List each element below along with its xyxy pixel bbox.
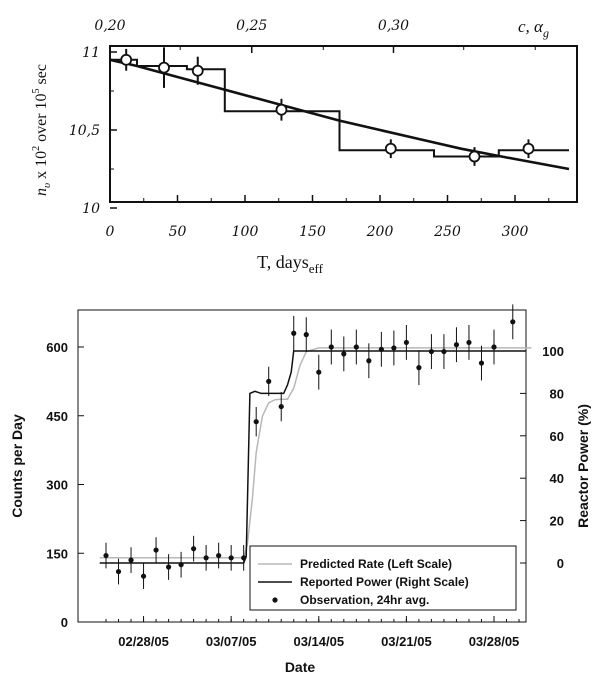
bottom-y2-tick-label: 0 <box>557 556 564 571</box>
bottom-x-tick-label: 03/28/05 <box>469 634 520 649</box>
observation-point <box>303 332 309 338</box>
predicted-rate-series <box>99 347 532 559</box>
observation-point <box>153 547 159 553</box>
top-x-tick-label: 300 <box>502 224 529 240</box>
bottom-y-tick-label: 600 <box>46 340 68 355</box>
observation-point <box>510 319 516 325</box>
top-secondary-tick-label: 0,30 <box>378 18 409 34</box>
legend-box <box>249 545 517 611</box>
top-data-point <box>275 103 288 116</box>
observation-point <box>191 546 197 552</box>
bottom-x-tick-label: 02/28/05 <box>118 634 169 649</box>
observation-point <box>128 557 134 563</box>
observation-point <box>115 568 122 575</box>
bottom-y-tick-label: 150 <box>46 546 68 561</box>
observation-point <box>491 344 497 350</box>
bottom-chart: 02/28/05 03/07/05 03/14/05 03/21/05 03/28/05… <box>9 304 591 675</box>
observation-point <box>341 351 347 357</box>
reported-power-series <box>99 350 526 564</box>
top-data-point <box>522 142 535 155</box>
top-data-point <box>158 61 170 74</box>
top-y-tick-label: 11 <box>82 45 100 61</box>
bottom-y2-tick-label: 80 <box>550 386 564 401</box>
top-y-axis-label: nυ x 102 over 105 sec <box>31 64 53 196</box>
top-y-tick-label: 10 <box>82 201 100 217</box>
bottom-y2-tick-label: 40 <box>550 471 564 486</box>
observation-point <box>328 344 334 350</box>
observation-point <box>253 419 259 425</box>
observation-point <box>416 365 422 371</box>
observation-point <box>178 562 184 568</box>
observation-point <box>165 564 172 570</box>
observation-point <box>241 555 247 561</box>
bottom-y-axis-label: Counts per Day <box>9 414 25 518</box>
observation-point <box>366 358 372 364</box>
top-x-tick-label: 100 <box>232 224 259 240</box>
legend-label-predicted: Predicted Rate (Left Scale) <box>300 557 452 571</box>
legend-label-power: Reported Power (Right Scale) <box>300 575 469 589</box>
bottom-y-tick-label: 450 <box>46 409 68 424</box>
observation-point <box>103 552 109 559</box>
reported-power-line <box>99 350 526 564</box>
observation-point <box>391 345 397 351</box>
observation-point <box>378 346 384 352</box>
top-secondary-tick-label: 0,20 <box>94 18 125 34</box>
bottom-plot-frame <box>77 309 527 623</box>
fit-curve-line <box>109 58 570 171</box>
observation-point <box>266 378 272 384</box>
top-data-point <box>384 142 397 155</box>
observation-point <box>453 342 460 348</box>
top-x-tick-label: 200 <box>366 224 394 240</box>
top-x-tick-label: 250 <box>433 224 461 240</box>
bottom-y-tick-label: 0 <box>61 615 68 630</box>
observation-point <box>140 573 147 579</box>
observation-point <box>466 339 472 346</box>
top-chart-ticks: 0 50 100 150 200 250 300 10 10,5 11 0,20 0,25 0,30 <box>69 18 550 240</box>
bottom-y2-axis-label: Reactor Power (%) <box>575 404 591 528</box>
bottom-y2-tick-label: 100 <box>542 344 564 359</box>
bottom-x-axis-label: Date <box>285 659 316 675</box>
legend-label-observation: Observation, 24hr avg. <box>300 593 429 607</box>
legend-swatch-observation <box>272 597 278 603</box>
top-x-tick-label: 0 <box>106 224 115 240</box>
observation-point <box>203 555 209 561</box>
top-x-tick-label: 150 <box>299 224 326 240</box>
bottom-y2-tick-label: 60 <box>550 429 564 444</box>
observation-point <box>228 555 234 561</box>
observation-point <box>316 369 322 375</box>
observation-point <box>478 360 485 366</box>
top-data-point <box>120 53 133 66</box>
top-step-series <box>110 58 569 158</box>
top-data-points <box>120 47 535 166</box>
observation-point <box>441 348 447 355</box>
observation-point <box>428 348 435 355</box>
bottom-chart-ticks: 02/28/05 03/07/05 03/14/05 03/21/05 03/28/05… <box>46 340 564 649</box>
top-fit-curve <box>109 58 570 171</box>
top-x-tick-label: 50 <box>169 224 187 240</box>
top-data-point <box>468 150 481 163</box>
top-secondary-tick-label: 0,25 <box>236 18 267 34</box>
top-x-axis-label: T, dayseff <box>257 252 324 276</box>
predicted-rate-line <box>99 347 532 559</box>
observation-points <box>103 304 516 589</box>
bottom-x-tick-label: 03/14/05 <box>293 634 344 649</box>
observation-point <box>403 339 409 346</box>
bottom-y-tick-label: 300 <box>46 478 68 493</box>
bottom-x-tick-label: 03/07/05 <box>206 634 257 649</box>
bottom-x-tick-label: 03/21/05 <box>381 634 432 649</box>
legend: Predicted Rate (Left Scale) Reported Pow… <box>249 545 517 611</box>
step-line <box>110 58 569 158</box>
top-data-point <box>191 64 204 77</box>
observation-point <box>216 552 222 559</box>
top-y-tick-label: 10,5 <box>69 123 100 139</box>
observation-point <box>291 330 297 336</box>
observation-point <box>353 344 359 350</box>
observation-point <box>278 403 284 410</box>
top-chart: 0 50 100 150 200 250 300 10 10,5 11 0,20 0,25 0,30 n… <box>31 17 578 276</box>
top-plot-frame <box>109 45 578 203</box>
bottom-y2-tick-label: 20 <box>550 514 564 529</box>
top-secondary-axis-label: c, αg <box>518 17 549 40</box>
